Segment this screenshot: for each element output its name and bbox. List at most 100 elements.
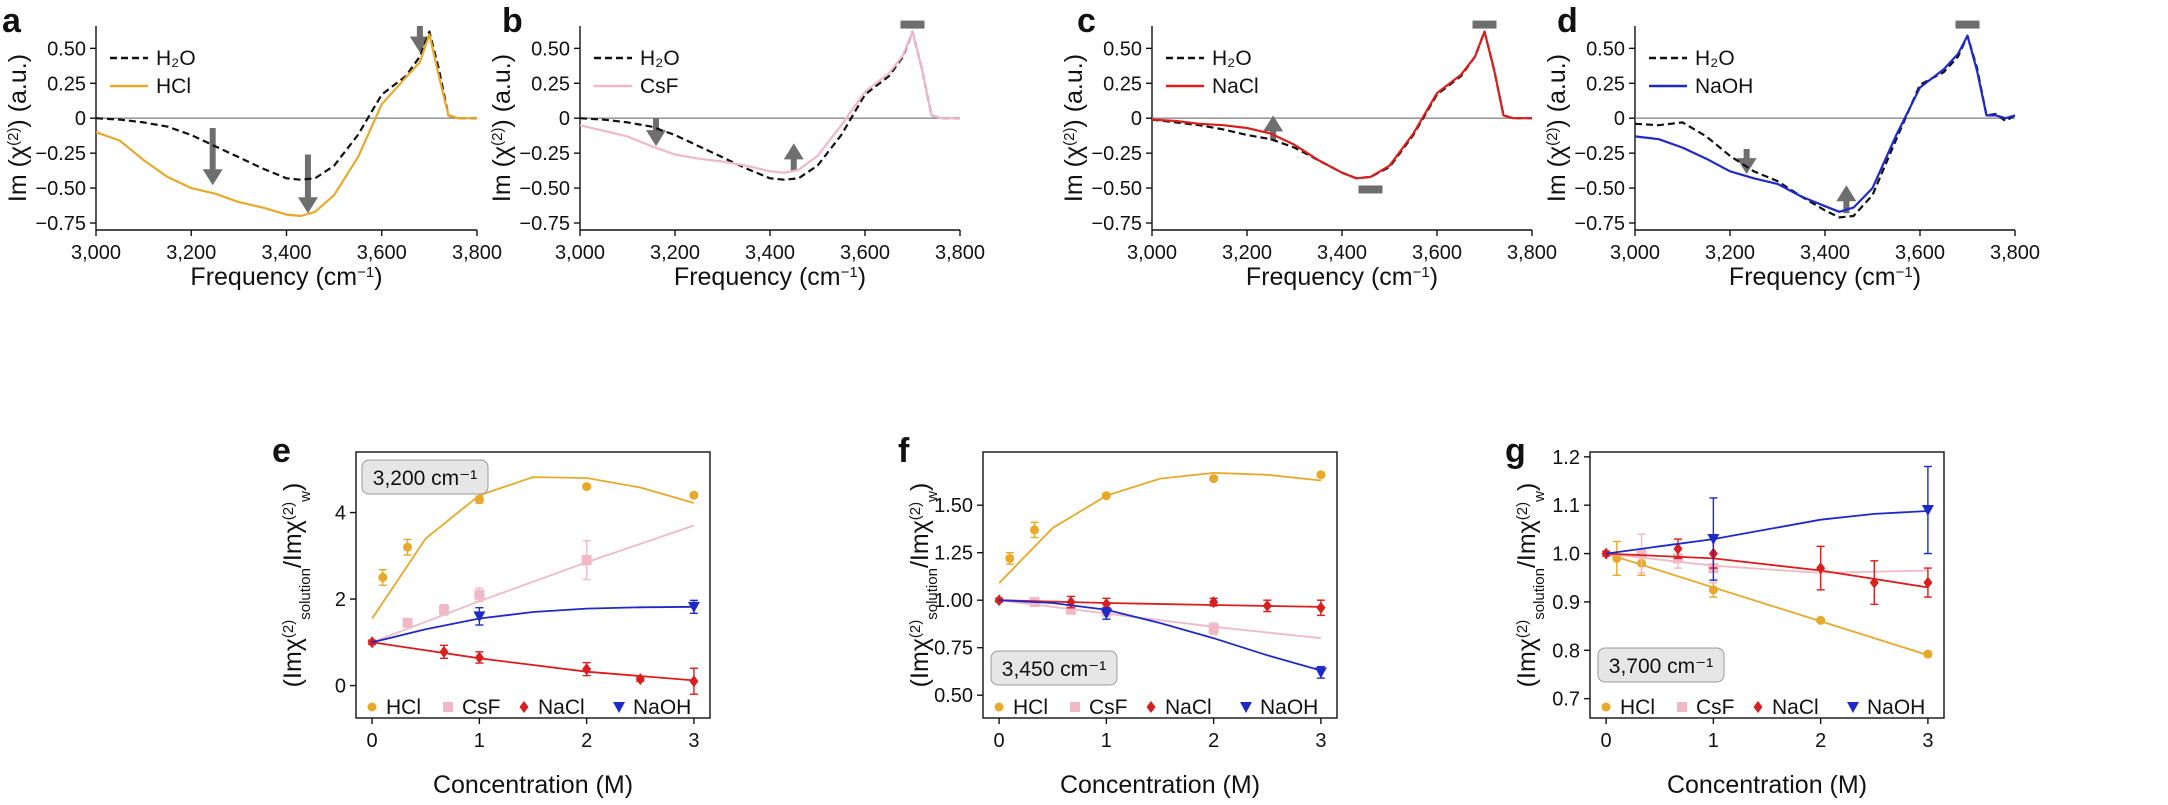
legend-label: NaCl xyxy=(1212,75,1259,98)
panel-letter-e: e xyxy=(272,432,291,470)
y-tick-label: −0.50 xyxy=(1574,178,1625,200)
fit-curve-hcl xyxy=(998,471,1321,584)
data-point xyxy=(1005,553,1015,563)
x-tick-label: 3,400 xyxy=(1317,242,1367,264)
data-point xyxy=(581,555,592,566)
data-point xyxy=(1869,576,1879,589)
data-point xyxy=(1636,548,1647,559)
data-point xyxy=(1921,505,1934,517)
x-tick-label: 3,800 xyxy=(1507,242,1557,264)
legend-label: CsF xyxy=(1089,696,1128,719)
x-tick-label: 3,600 xyxy=(1895,242,1945,264)
y-tick-label: 0.25 xyxy=(531,73,570,95)
y-tick-label: 0 xyxy=(559,108,570,130)
y-tick-label: 1.00 xyxy=(934,590,973,612)
data-point xyxy=(1923,576,1933,589)
x-tick-label: 3,800 xyxy=(935,242,985,264)
data-point xyxy=(1029,525,1039,535)
data-point xyxy=(635,673,645,686)
x-tick-label: 3,200 xyxy=(650,242,700,264)
series-line-csf xyxy=(579,30,960,174)
series-line-nacl xyxy=(1151,30,1532,180)
x-tick-label: 0 xyxy=(367,730,378,752)
x-tick-label: 3,000 xyxy=(1127,242,1177,264)
data-point xyxy=(473,611,486,623)
arrow-head xyxy=(202,169,223,186)
y-tick-label: 0.25 xyxy=(47,73,86,95)
x-tick-label: 3 xyxy=(1315,730,1326,752)
panel-e: e 0 2 4 0 1 2 3 Concentration (M) (Imχ(2)solution… xyxy=(272,432,711,799)
series-line-naoh xyxy=(1634,34,2016,213)
data-point xyxy=(994,702,1004,712)
y-axis-label: (Imχ(2)solution/Imχ(2)w) xyxy=(906,483,941,688)
legend-label: CsF xyxy=(462,696,501,719)
data-point xyxy=(1316,470,1326,480)
arrow-head xyxy=(646,130,666,147)
x-tick-label: 2 xyxy=(1815,730,1826,752)
legend-label: H₂O xyxy=(156,47,196,70)
data-point xyxy=(1070,702,1080,712)
data-point xyxy=(402,542,412,552)
y-axis-label: Im (χ(2)) (a.u.) xyxy=(1060,54,1088,202)
data-point xyxy=(1677,702,1687,712)
data-point xyxy=(474,495,484,505)
panel-g: g 0.7 0.8 0.9 1.0 1.1 1.2 0 1 2 3 Concentration (M)… xyxy=(1505,432,1945,799)
data-point xyxy=(443,702,453,712)
data-point xyxy=(1707,534,1720,546)
data-point xyxy=(1065,604,1076,615)
panel-letter-d: d xyxy=(1557,2,1578,40)
y-tick-label: −0.75 xyxy=(1091,213,1142,235)
annotation-label: 3,450 cm⁻¹ xyxy=(1002,658,1106,681)
data-point xyxy=(1209,596,1219,609)
arrow-head xyxy=(1836,185,1857,202)
data-point xyxy=(1101,598,1111,610)
panel-a: a 0.50 0.25 0 −0.25 −0.50 −0.75 3,000 3,200 3,400… xyxy=(2,2,502,291)
legend-label: NaCl xyxy=(1165,696,1212,719)
y-tick-label: 2 xyxy=(335,589,346,611)
y-tick-label: −0.50 xyxy=(1091,178,1142,200)
y-tick-label: −0.75 xyxy=(35,213,86,235)
plot-frame xyxy=(1589,451,1945,719)
x-axis-label: Frequency (cm−1) xyxy=(1729,263,1921,291)
fit-curve-naoh xyxy=(999,599,1322,672)
series-line-h2o xyxy=(1634,34,2016,219)
data-point xyxy=(1923,649,1933,659)
legend-label: NaOH xyxy=(1867,696,1925,719)
y-tick-label: −0.75 xyxy=(1574,213,1625,235)
series-line-hcl xyxy=(95,33,477,218)
y-tick-label: 0.50 xyxy=(1586,38,1625,60)
panel-b: b 0.50 0.25 0 −0.25 −0.50 −0.75 3,000 3,200 3,400… xyxy=(488,2,985,291)
x-axis-label: Frequency (cm−1) xyxy=(1246,263,1438,291)
x-tick-label: 3,400 xyxy=(745,242,795,264)
arrow-head xyxy=(783,143,804,160)
data-point xyxy=(474,651,484,664)
y-tick-label: 0 xyxy=(1131,108,1142,130)
legend-label: NaOH xyxy=(1695,75,1753,98)
data-point xyxy=(402,617,413,628)
legend-label: H₂O xyxy=(640,47,680,70)
x-tick-label: 1 xyxy=(1708,730,1719,752)
x-tick-label: 3,600 xyxy=(840,242,890,264)
y-tick-label: 4 xyxy=(335,503,346,525)
legend-label: HCl xyxy=(1620,696,1655,719)
x-tick-label: 3 xyxy=(688,730,699,752)
panel-letter-b: b xyxy=(502,2,523,40)
y-axis-label: Im (χ(2)) (a.u.) xyxy=(1543,54,1571,202)
y-tick-label: 0 xyxy=(1614,108,1625,130)
fit-curve-csf xyxy=(371,524,695,644)
fit-curve-hcl xyxy=(371,476,695,620)
panel-letter-c: c xyxy=(1077,2,1096,40)
annotation-label: 3,700 cm⁻¹ xyxy=(1609,655,1713,678)
x-tick-label: 3,200 xyxy=(166,242,216,264)
fit-curve-nacl xyxy=(371,641,694,682)
legend-label: HCl xyxy=(156,75,191,98)
x-tick-label: 1 xyxy=(1101,730,1112,752)
y-axis-label: Im (χ(2)) (a.u.) xyxy=(488,54,516,202)
y-tick-label: 0.50 xyxy=(531,38,570,60)
y-tick-label: −0.75 xyxy=(519,213,570,235)
x-tick-label: 3,200 xyxy=(1705,242,1755,264)
annotation-box xyxy=(361,459,489,495)
x-axis-label: Concentration (M) xyxy=(433,771,633,799)
